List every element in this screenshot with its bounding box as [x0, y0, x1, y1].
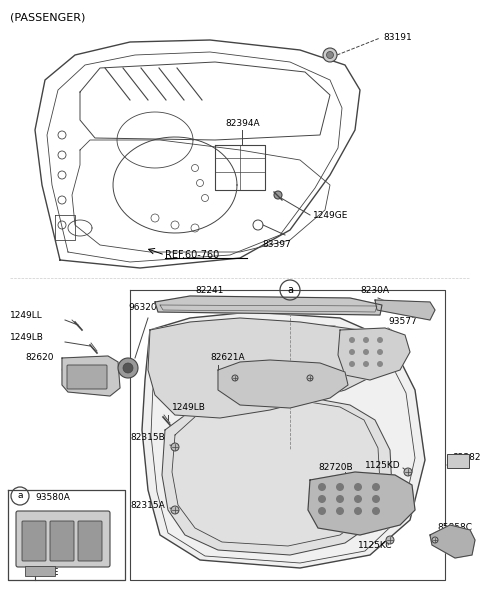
Circle shape [354, 483, 362, 491]
Circle shape [363, 337, 369, 343]
Circle shape [363, 349, 369, 355]
Text: 83191: 83191 [383, 33, 412, 42]
Text: (PASSENGER): (PASSENGER) [10, 12, 85, 22]
Circle shape [274, 191, 282, 199]
Text: REF.60-760: REF.60-760 [165, 250, 219, 260]
Text: 1249LB: 1249LB [10, 333, 44, 343]
Circle shape [377, 337, 383, 343]
Polygon shape [142, 312, 425, 568]
Circle shape [404, 468, 412, 476]
FancyBboxPatch shape [78, 521, 102, 561]
Polygon shape [308, 472, 415, 535]
Circle shape [232, 375, 238, 381]
FancyBboxPatch shape [447, 454, 469, 468]
Text: 82382: 82382 [452, 453, 480, 463]
Polygon shape [375, 300, 435, 320]
Circle shape [323, 48, 337, 62]
Polygon shape [430, 525, 475, 558]
FancyBboxPatch shape [25, 566, 55, 576]
Text: 96320C: 96320C [128, 303, 163, 312]
Circle shape [336, 507, 344, 515]
Circle shape [171, 506, 179, 514]
FancyBboxPatch shape [16, 511, 110, 567]
Text: 93580A: 93580A [35, 493, 70, 502]
Text: 1243AE: 1243AE [25, 568, 60, 577]
Text: 85858C: 85858C [437, 523, 472, 531]
Text: 1249LL: 1249LL [10, 311, 43, 320]
Polygon shape [218, 360, 348, 408]
Text: 1249GE: 1249GE [313, 210, 348, 219]
Text: 93577: 93577 [388, 318, 417, 326]
Circle shape [349, 349, 355, 355]
Circle shape [377, 349, 383, 355]
Text: 82394A: 82394A [225, 119, 260, 128]
Text: 1125KC: 1125KC [358, 540, 393, 549]
Text: 82241: 82241 [196, 286, 224, 295]
Circle shape [372, 495, 380, 503]
Circle shape [432, 537, 438, 543]
Circle shape [326, 51, 334, 58]
Text: 82720B: 82720B [318, 464, 353, 473]
Circle shape [363, 361, 369, 367]
Circle shape [123, 363, 133, 373]
Circle shape [336, 495, 344, 503]
Circle shape [377, 361, 383, 367]
FancyBboxPatch shape [22, 521, 46, 561]
Circle shape [349, 361, 355, 367]
Text: 82315A: 82315A [130, 500, 165, 510]
Circle shape [307, 375, 313, 381]
Circle shape [372, 507, 380, 515]
Text: 1125KD: 1125KD [365, 461, 401, 470]
FancyBboxPatch shape [67, 365, 107, 389]
Text: a: a [287, 285, 293, 295]
Polygon shape [62, 356, 120, 396]
Polygon shape [162, 395, 392, 555]
Text: a: a [17, 491, 23, 500]
Text: 8230A: 8230A [360, 286, 389, 295]
Circle shape [318, 495, 326, 503]
Text: 82315B: 82315B [130, 434, 165, 443]
Polygon shape [155, 296, 382, 315]
Polygon shape [148, 318, 390, 418]
Text: 83397: 83397 [262, 240, 291, 249]
Circle shape [336, 483, 344, 491]
Text: 82621A: 82621A [210, 353, 245, 362]
Circle shape [354, 507, 362, 515]
Text: 82620: 82620 [25, 353, 53, 362]
Circle shape [372, 483, 380, 491]
Text: 1249LB: 1249LB [172, 403, 206, 412]
Polygon shape [338, 328, 410, 380]
FancyBboxPatch shape [50, 521, 74, 561]
Circle shape [354, 495, 362, 503]
Circle shape [349, 337, 355, 343]
Circle shape [118, 358, 138, 378]
Circle shape [318, 483, 326, 491]
Circle shape [386, 536, 394, 544]
Circle shape [171, 443, 179, 451]
Circle shape [318, 507, 326, 515]
